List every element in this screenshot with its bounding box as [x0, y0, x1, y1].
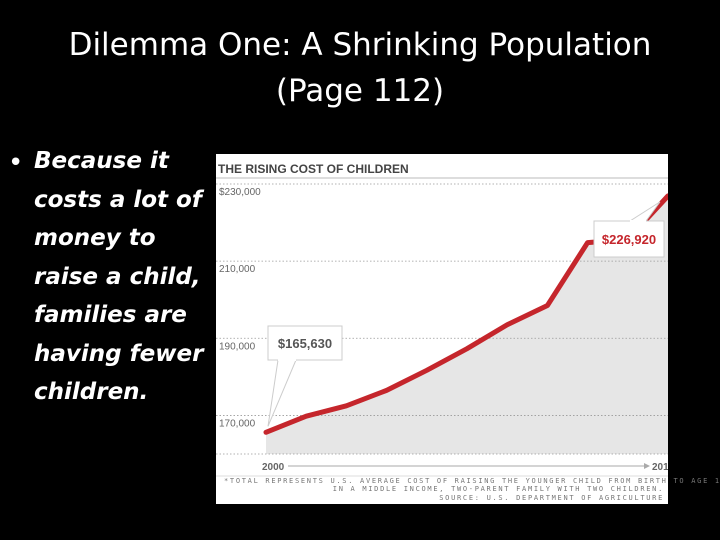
data-point — [386, 389, 388, 391]
bullet-dot-icon: • — [8, 148, 24, 178]
callout-start-pointer — [267, 359, 297, 427]
slide-title-line-2: (Page 112) — [275, 73, 445, 109]
callout-end-box — [593, 220, 665, 258]
bullet-list: • Because it costs a lot of money to rai… — [8, 142, 213, 412]
x-tick-label: 2000 — [262, 462, 285, 473]
y-tick-label: 170,000 — [219, 418, 256, 429]
y-tick-label: 210,000 — [219, 264, 256, 275]
callout-end: $226,920 — [593, 201, 665, 258]
data-point — [667, 195, 668, 197]
callout-start: $165,630 — [267, 325, 343, 427]
x-axis-arrowhead-icon — [644, 463, 650, 469]
data-point — [506, 324, 508, 326]
data-point — [305, 415, 307, 417]
chart-svg: THE RISING COST OF CHILDREN $230,000 210,0… — [216, 162, 668, 477]
callout-end-label: $226,920 — [602, 232, 656, 247]
y-tick-label: 190,000 — [219, 341, 256, 352]
chart-title: THE RISING COST OF CHILDREN — [218, 162, 409, 176]
chart-footnote: *TOTAL REPRESENTS U.S. AVERAGE COST OF R… — [224, 476, 720, 502]
data-point — [426, 369, 428, 371]
y-tick-label: $230,000 — [219, 187, 261, 198]
slide-title-line-1: Dilemma One: A Shrinking Population — [68, 27, 652, 63]
slide-title: Dilemma One: A Shrinking Population (Pag… — [0, 22, 720, 114]
chart-panel: THE RISING COST OF CHILDREN $230,000 210,0… — [216, 154, 720, 504]
footnote-line-3: SOURCE: U.S. DEPARTMENT OF AGRICULTURE — [439, 493, 664, 502]
data-point — [466, 348, 468, 350]
x-tick-label: 2010 — [652, 462, 668, 473]
data-point — [546, 304, 548, 307]
callout-start-box — [267, 325, 343, 361]
footnote-line-2: IN A MIDDLE INCOME, TWO-PARENT FAMILY WI… — [332, 485, 664, 494]
data-point — [265, 431, 267, 433]
area-fill — [266, 195, 668, 454]
footnote-line-1: *TOTAL REPRESENTS U.S. AVERAGE COST OF R… — [224, 476, 720, 485]
data-point — [587, 242, 589, 244]
data-point — [345, 405, 347, 407]
bullet-text: Because it costs a lot of money to raise… — [34, 148, 204, 405]
callout-start-label: $165,630 — [278, 336, 332, 351]
